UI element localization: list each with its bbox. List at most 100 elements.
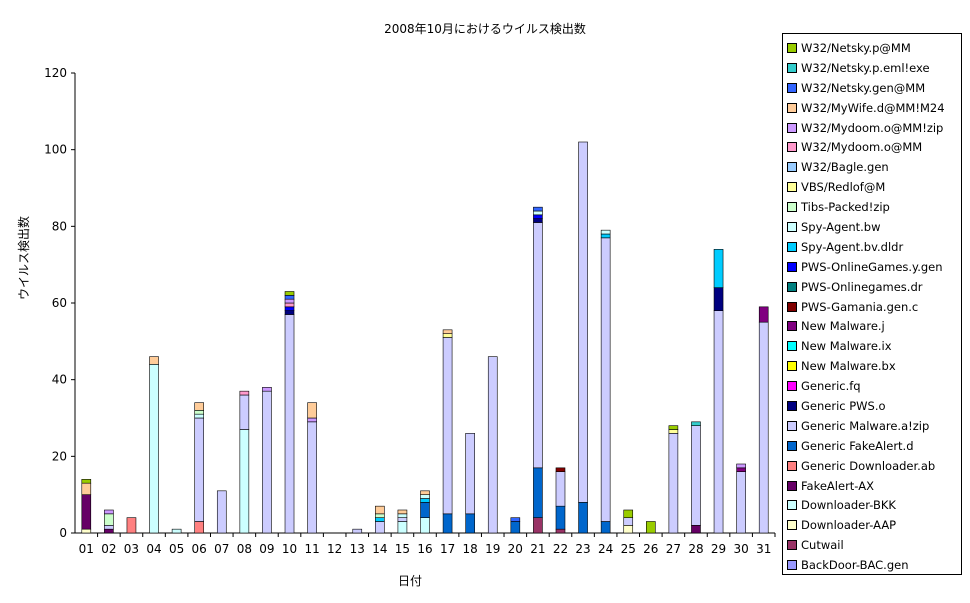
x-tick-label: 15 [395,542,410,556]
legend-label: New Malware.ix [801,339,892,354]
legend-label: Generic Malware.a!zip [801,418,930,433]
bar-segment [397,509,408,515]
legend-swatch [787,361,797,372]
bar-segment [352,528,363,534]
bar-segment [194,413,204,419]
bar-segment [104,509,114,515]
bar-segment [736,467,746,472]
bar-segment [262,387,272,392]
bar-segment [194,402,204,411]
legend-label: PWS-OnlineGames.y.gen [801,259,943,274]
legend-item: Generic Downloader.ab [787,456,961,476]
legend-item: PWS-OnlineGames.y.gen [787,257,961,277]
bar-segment [375,513,385,518]
legend-label: Generic PWS.o [801,398,886,413]
legend-swatch [787,142,797,153]
x-tick-label: 26 [643,542,658,556]
bar-segment [533,218,543,223]
legend-label: W32/Netsky.p.eml!exe [801,60,930,75]
x-tick-label: 02 [101,542,116,556]
legend-item: Cutwail [787,535,961,555]
bar-segment [442,513,453,534]
bar-segment [578,141,588,503]
bar-segment [397,521,408,534]
legend-item: Generic PWS.o [787,396,961,416]
legend-item: Downloader-BKK [787,495,961,515]
legend-item: Generic FakeAlert.d [787,436,961,456]
bar-segment [713,249,724,288]
legend-label: W32/MyWife.d@MM!M24 [801,100,945,115]
bar-segment [713,310,724,534]
bar-segment [284,314,295,534]
legend-label: W32/Mydoom.o@MM [801,140,923,155]
legend-swatch [787,281,797,292]
legend-label: New Malware.bx [801,359,896,374]
legend-item: Generic.fq [787,376,961,396]
legend-label: W32/Bagle.gen [801,160,889,175]
bar-segment [194,410,204,415]
bar-segment [713,287,724,311]
x-tick-label: 31 [756,542,771,556]
bar-segment [533,206,543,212]
bar-segment [533,517,543,534]
legend-swatch [787,480,797,491]
bar-segment [375,517,385,522]
legend-label: FakeAlert-AX [801,478,874,493]
legend-swatch [787,221,797,232]
bar-segment [555,471,566,507]
bar-segment [239,390,250,396]
x-tick-label: 04 [146,542,161,556]
bar-segment [284,295,295,300]
legend-label: New Malware.j [801,319,885,334]
bar-segment [284,291,295,296]
legend-item: W32/MyWife.d@MM!M24 [787,98,961,118]
x-tick-label: 13 [350,542,365,556]
y-tick-label: 100 [44,143,67,157]
chart-title: 2008年10月におけるウイルス検出数 [384,22,586,36]
x-tick-label: 07 [214,542,229,556]
legend-swatch [787,122,797,133]
bar-segment [623,525,634,534]
bar-segment [239,429,250,534]
bar-segment [420,498,430,503]
bar-segment [487,356,498,534]
y-tick-label: 80 [52,219,67,233]
legend-item: BackDoor-BAC.gen [787,555,961,575]
bar-segment [420,502,430,518]
bar-segment [194,521,204,534]
bar-segment [397,513,408,518]
bar-segment [81,479,92,484]
legend-swatch [787,420,797,431]
bar-segment [375,521,385,534]
bar-segment [216,490,227,534]
y-tick-label: 0 [59,526,67,540]
bar-segment [171,528,182,534]
y-tick-label: 20 [52,449,67,463]
x-tick-label: 22 [553,542,568,556]
legend-swatch [787,202,797,213]
legend-swatch [787,182,797,193]
bar-segment [465,513,475,534]
legend-label: Spy-Agent.bw [801,219,881,234]
bar-segment [194,417,204,522]
legend-swatch [787,381,797,392]
bar-segment [420,517,430,534]
legend-swatch [787,62,797,73]
bar-segment [691,525,701,534]
legend-item: PWS-Gamania.gen.c [787,297,961,317]
x-tick-label: 19 [485,542,500,556]
legend-label: Cutwail [801,538,844,553]
legend-label: W32/Netsky.p@MM [801,40,911,55]
y-tick-label: 120 [44,66,67,80]
legend-item: New Malware.ix [787,336,961,356]
bar-segment [284,306,295,311]
legend-item: Generic Malware.a!zip [787,416,961,436]
bar-segment [375,505,385,515]
bar-segment [691,421,701,426]
bar-segment [420,490,430,495]
bar-segment [600,229,611,235]
legend-item: W32/Netsky.p@MM [787,38,961,58]
bar-segment [600,237,611,522]
x-tick-label: 24 [598,542,613,556]
bar-segment [736,471,746,534]
